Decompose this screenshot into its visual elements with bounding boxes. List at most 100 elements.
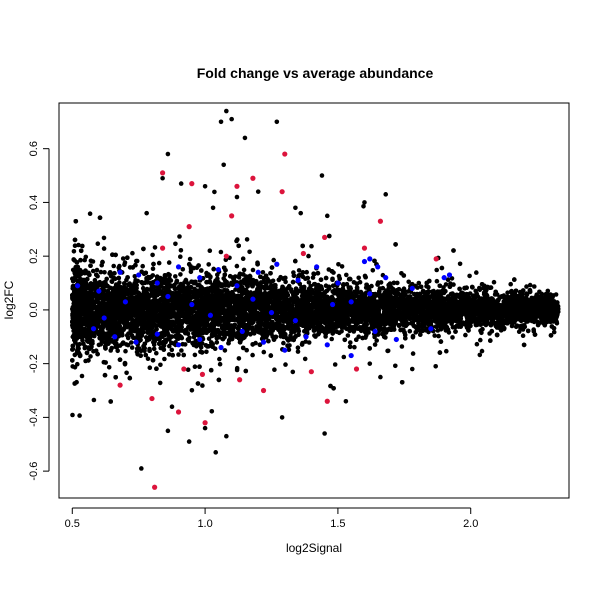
data-point [150, 266, 156, 272]
data-point [145, 356, 151, 362]
data-point [98, 269, 104, 275]
data-point [250, 267, 256, 273]
data-point [106, 365, 112, 370]
data-point [304, 269, 310, 275]
data-point [176, 352, 181, 357]
data-point [217, 356, 222, 362]
data-point [90, 338, 95, 344]
data-point [112, 270, 117, 276]
data-point [306, 280, 312, 285]
data-point [173, 274, 178, 279]
data-point [295, 345, 301, 351]
data-point [516, 329, 522, 335]
data-point [385, 348, 390, 354]
data-point [218, 249, 224, 255]
data-point [158, 362, 163, 368]
data-point [162, 356, 167, 362]
data-point [247, 249, 252, 255]
data-point [76, 242, 81, 248]
data-point [332, 362, 338, 367]
data-point [77, 413, 82, 418]
data-point [450, 325, 456, 330]
data-point [524, 284, 529, 289]
data-point [217, 361, 223, 367]
data-point [296, 268, 302, 273]
data-point [406, 279, 412, 285]
data-point [250, 352, 255, 358]
data-point [147, 365, 153, 371]
data-point [129, 340, 134, 345]
data-point [283, 362, 288, 367]
chart-title: Fold change vs average abundance [197, 65, 434, 81]
data-point [416, 280, 422, 286]
data-point [101, 246, 107, 251]
data-point [193, 279, 198, 285]
data-point [261, 349, 267, 355]
data-point [477, 287, 483, 293]
data-point [124, 370, 129, 376]
data-point [345, 333, 351, 338]
data-point [166, 260, 172, 265]
data-point [445, 277, 451, 283]
points-layer [70, 108, 561, 490]
data-point [399, 344, 405, 349]
data-point [434, 267, 440, 273]
data-point [303, 339, 309, 344]
data-point [532, 284, 537, 289]
data-point [531, 327, 536, 332]
data-point [117, 280, 122, 285]
data-point [434, 278, 440, 284]
data-point [178, 248, 184, 253]
data-point [240, 256, 246, 262]
data-point [410, 351, 416, 356]
data-point [272, 367, 277, 373]
data-point [375, 332, 381, 337]
data-point [192, 352, 198, 358]
data-point [71, 249, 77, 254]
data-point [95, 241, 101, 246]
data-point [467, 273, 472, 279]
data-point [178, 272, 183, 277]
data-point [132, 274, 138, 279]
data-point [310, 275, 316, 280]
data-point [180, 267, 186, 272]
data-point [306, 253, 311, 259]
data-point [374, 338, 380, 343]
data-point [140, 263, 145, 269]
data-point [104, 276, 109, 282]
data-point [162, 273, 168, 278]
data-point [432, 333, 438, 338]
plot-frame [58, 102, 570, 499]
data-point [244, 237, 250, 242]
data-point [88, 354, 93, 359]
data-point [151, 346, 157, 352]
data-point [329, 336, 335, 342]
data-point [79, 373, 85, 379]
data-point [491, 279, 497, 285]
data-point [94, 267, 100, 273]
data-point [214, 340, 220, 345]
data-point [309, 243, 314, 249]
data-point [306, 340, 312, 345]
data-point [236, 356, 242, 361]
data-point [123, 348, 128, 354]
data-point [111, 263, 116, 269]
data-point [336, 262, 341, 267]
data-point [166, 352, 172, 357]
data-point [72, 243, 78, 248]
data-point [200, 383, 205, 388]
data-point [527, 282, 533, 288]
data-point [474, 270, 479, 275]
data-point [295, 349, 301, 354]
data-point [204, 349, 209, 355]
data-point [185, 367, 191, 373]
data-point [92, 277, 98, 283]
data-point [356, 275, 362, 281]
data-point [260, 270, 266, 275]
data-point [290, 369, 296, 375]
data-point [520, 333, 526, 339]
data-point [91, 397, 97, 403]
data-point [479, 348, 485, 354]
